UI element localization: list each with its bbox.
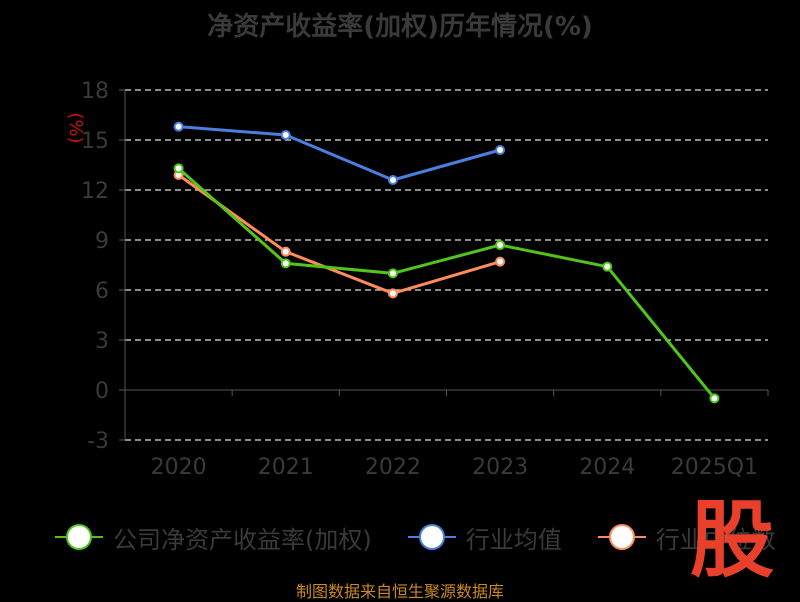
y-tick-label: 12 xyxy=(81,179,109,204)
y-tick-label: 6 xyxy=(95,279,109,304)
data-point xyxy=(387,288,398,299)
x-tick-label: 2020 xyxy=(151,455,207,480)
y-tick-label: 0 xyxy=(95,379,109,404)
legend-marker-orange xyxy=(597,523,646,551)
y-axis-label: (%) xyxy=(65,112,86,143)
legend-marker-blue xyxy=(407,523,456,551)
y-tick-label: 9 xyxy=(95,229,109,254)
series-line xyxy=(177,167,716,400)
y-tick-label: -3 xyxy=(87,429,109,454)
legend-item-company-roe[interactable]: 公司净资产收益率(加权) xyxy=(55,520,372,555)
data-point xyxy=(173,163,184,174)
data-point xyxy=(173,121,184,132)
x-tick-label: 2024 xyxy=(579,455,635,480)
data-point xyxy=(495,256,506,267)
legend-marker-green xyxy=(55,523,103,551)
x-tick-label: 2025Q1 xyxy=(671,455,758,480)
data-point xyxy=(495,145,506,155)
data-point xyxy=(387,175,398,185)
series-line xyxy=(177,173,501,295)
legend-label: 公司净资产收益率(加权) xyxy=(113,525,372,554)
x-tick-label: 2021 xyxy=(258,455,314,480)
legend-item-industry-median[interactable]: 行业中位数 xyxy=(597,520,776,555)
y-tick-label: 3 xyxy=(95,329,109,354)
data-point xyxy=(280,130,291,140)
data-point xyxy=(280,258,291,269)
data-point xyxy=(709,393,720,404)
data-point xyxy=(495,240,506,250)
data-point xyxy=(280,246,291,257)
data-point xyxy=(602,261,613,272)
chart-title: 净资产收益率(加权)历年情况(%) xyxy=(207,12,593,42)
data-point xyxy=(387,268,398,279)
legend: 公司净资产收益率(加权) 行业均值 行业中位数 xyxy=(55,520,800,554)
series-line xyxy=(178,125,501,182)
y-tick-label: 18 xyxy=(81,79,109,104)
x-tick-label: 2022 xyxy=(365,455,421,480)
legend-item-industry-average[interactable]: 行业均值 xyxy=(407,520,562,555)
legend-label: 行业均值 xyxy=(465,525,562,554)
brand-logo: 股 xyxy=(690,491,775,589)
y-tick-label: 15 xyxy=(81,129,109,154)
legend-label: 行业中位数 xyxy=(655,525,776,554)
data-source-note: 制图数据来自恒生聚源数据库 xyxy=(295,582,504,601)
x-tick-label: 2023 xyxy=(472,455,528,480)
